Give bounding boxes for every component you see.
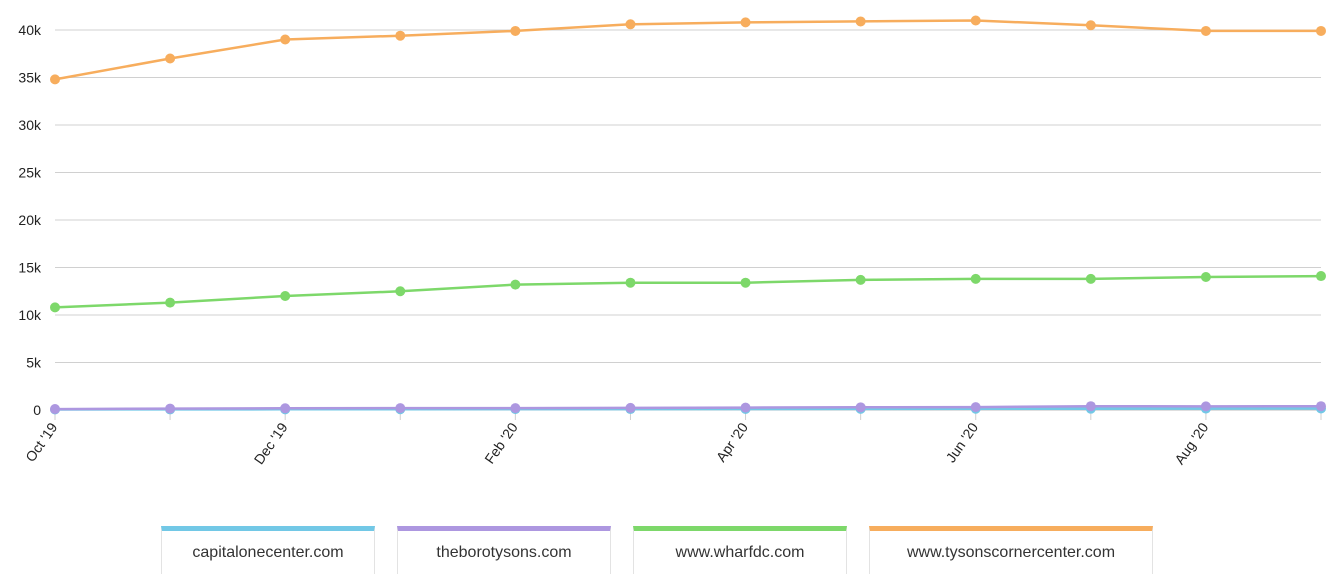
x-axis: Oct '19 Dec '19 Feb '20 Apr '20 Jun '20 Aug '… — [22, 410, 1322, 467]
series-line-1 — [54, 404, 1322, 411]
data-point[interactable] — [625, 19, 636, 30]
series-points — [50, 15, 1326, 415]
data-point[interactable] — [165, 53, 176, 64]
data-point[interactable] — [855, 16, 866, 27]
data-point[interactable] — [1200, 272, 1211, 282]
legend-item-capitalonecenter[interactable]: capitalonecenter.com — [161, 526, 375, 574]
data-point[interactable] — [1085, 273, 1096, 284]
x-tick-label: Feb '20 — [481, 419, 521, 466]
data-point[interactable] — [970, 15, 981, 26]
data-point[interactable] — [280, 291, 291, 301]
data-point[interactable] — [165, 403, 176, 414]
data-point[interactable] — [510, 25, 521, 36]
data-point[interactable] — [280, 34, 291, 45]
data-point[interactable] — [510, 403, 521, 414]
data-point[interactable] — [855, 402, 866, 413]
y-tick-label: 15k — [18, 260, 42, 276]
data-point[interactable] — [50, 302, 60, 313]
data-point[interactable] — [740, 17, 751, 28]
y-tick-label: 5k — [26, 355, 42, 371]
data-point[interactable] — [1316, 401, 1326, 412]
line-chart: 0 5k 10k 15k 20k 25k 30k 35k 40k Oct '19 Dec '19 F… — [18, 15, 1326, 467]
data-point[interactable] — [1316, 271, 1326, 282]
data-point[interactable] — [510, 279, 521, 290]
x-tick-label: Aug '20 — [1171, 419, 1211, 467]
y-tick-label: 40k — [18, 22, 42, 38]
y-tick-label: 25k — [18, 165, 42, 181]
x-tick-label: Dec '19 — [251, 419, 291, 467]
series-lines — [54, 19, 1322, 411]
legend-item-tysonscornercenter[interactable]: www.tysonscornercenter.com — [869, 526, 1153, 574]
data-point[interactable] — [855, 274, 866, 285]
series-line-2 — [54, 274, 1322, 309]
data-point[interactable] — [280, 403, 291, 414]
x-tick-label: Jun '20 — [942, 419, 981, 465]
data-point[interactable] — [395, 286, 406, 297]
data-point[interactable] — [970, 273, 981, 284]
y-tick-label: 20k — [18, 212, 42, 228]
data-point[interactable] — [395, 403, 406, 414]
data-point[interactable] — [740, 402, 751, 413]
data-point[interactable] — [1316, 25, 1326, 36]
x-tick-label: Oct '19 — [22, 419, 60, 464]
y-tick-label: 35k — [18, 70, 42, 86]
data-point[interactable] — [1085, 401, 1096, 412]
data-point[interactable] — [1200, 401, 1211, 412]
legend: capitalonecenter.com theborotysons.com w… — [161, 526, 1153, 574]
y-tick-label: 0 — [33, 402, 41, 418]
y-tick-label: 10k — [18, 307, 42, 323]
data-point[interactable] — [50, 404, 60, 415]
legend-label: www.tysonscornercenter.com — [906, 543, 1116, 561]
series-line-3 — [54, 19, 1321, 81]
y-axis-tick-labels: 0 5k 10k 15k 20k 25k 30k 35k 40k — [18, 22, 42, 418]
data-point[interactable] — [395, 30, 406, 41]
data-point[interactable] — [165, 297, 176, 308]
data-point[interactable] — [1085, 20, 1096, 31]
legend-item-wharfdc[interactable]: www.wharfdc.com — [633, 526, 847, 574]
legend-item-theborotysons[interactable]: theborotysons.com — [397, 526, 611, 574]
legend-label: www.wharfdc.com — [675, 543, 805, 561]
y-tick-label: 30k — [18, 117, 42, 133]
data-point[interactable] — [740, 277, 751, 288]
legend-label: theborotysons.com — [436, 543, 572, 561]
x-tick-label: Apr '20 — [713, 419, 751, 464]
gridlines — [55, 29, 1321, 411]
data-point[interactable] — [625, 402, 636, 413]
legend-label: capitalonecenter.com — [192, 543, 344, 561]
data-point[interactable] — [625, 277, 636, 288]
data-point[interactable] — [1200, 25, 1211, 36]
data-point[interactable] — [50, 74, 60, 85]
data-point[interactable] — [970, 402, 981, 413]
